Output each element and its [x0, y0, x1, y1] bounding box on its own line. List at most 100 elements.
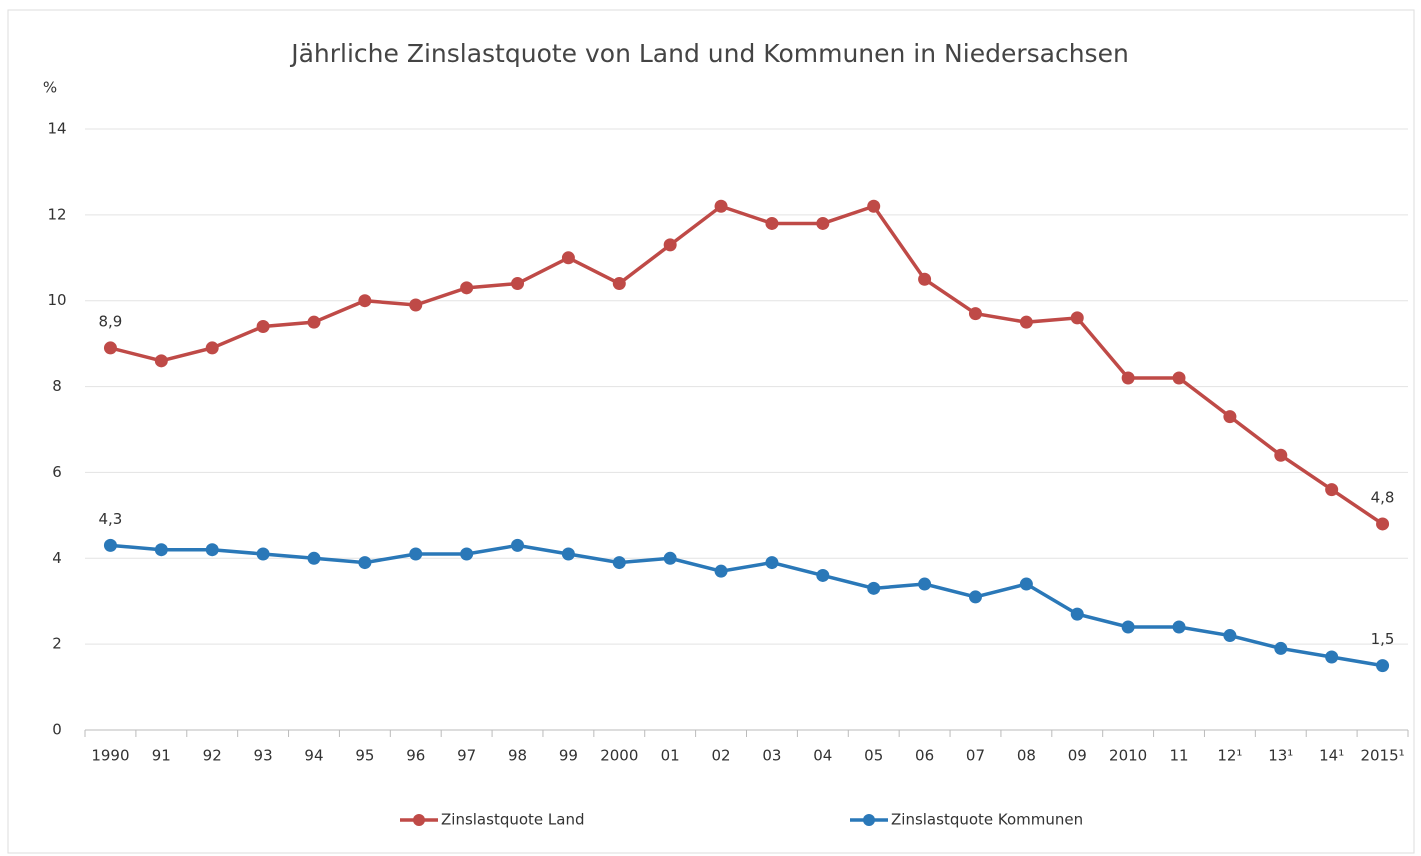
y-tick-label: 10	[47, 291, 66, 309]
x-tick-label: 2010	[1109, 747, 1147, 765]
data-point	[1121, 371, 1135, 385]
data-point	[460, 281, 474, 295]
legend-label: Zinslastquote Kommunen	[891, 811, 1083, 829]
x-tick-label: 08	[1017, 747, 1036, 765]
x-tick-label: 07	[966, 747, 985, 765]
data-point	[358, 294, 372, 308]
data-point	[918, 577, 932, 591]
data-point	[1121, 620, 1135, 634]
x-tick-label: 13¹	[1268, 747, 1293, 765]
y-tick-label: 2	[52, 635, 62, 653]
data-point	[612, 556, 626, 570]
data-point	[1325, 483, 1339, 497]
x-tick-label: 2000	[600, 747, 638, 765]
data-point	[1070, 311, 1084, 325]
data-label: 4,3	[99, 510, 123, 528]
x-tick-label: 04	[813, 747, 832, 765]
legend-marker	[413, 814, 425, 826]
y-tick-label: 8	[52, 377, 62, 395]
data-point	[765, 556, 779, 570]
data-point	[918, 272, 932, 286]
x-tick-label: 09	[1068, 747, 1087, 765]
x-tick-label: 12¹	[1217, 747, 1242, 765]
x-tick-label: 2015¹	[1360, 747, 1404, 765]
x-tick-label: 91	[152, 747, 171, 765]
data-point	[714, 564, 728, 578]
x-tick-label: 1990	[91, 747, 129, 765]
data-point	[1274, 641, 1288, 655]
chart-frame	[7, 9, 1415, 854]
data-point	[968, 590, 982, 604]
data-point	[154, 354, 168, 368]
legend-label: Zinslastquote Land	[441, 811, 584, 829]
data-point	[867, 199, 881, 213]
y-tick-label: 14	[47, 120, 66, 138]
x-tick-label: 02	[712, 747, 731, 765]
series-line	[110, 543, 1383, 668]
data-point	[1376, 659, 1390, 673]
data-point	[103, 341, 117, 355]
data-label: 4,8	[1371, 488, 1395, 506]
x-tick-label: 92	[203, 747, 222, 765]
data-point	[1325, 650, 1339, 664]
data-point	[409, 547, 423, 561]
data-point	[460, 547, 474, 561]
x-tick-label: 06	[915, 747, 934, 765]
data-point	[1172, 371, 1186, 385]
data-point	[307, 551, 321, 565]
x-tick-label: 14¹	[1319, 747, 1344, 765]
data-point	[765, 216, 779, 230]
x-tick-label: 03	[762, 747, 781, 765]
x-tick-label: 98	[508, 747, 527, 765]
data-label: 8,9	[99, 312, 123, 330]
x-tick-label: 96	[406, 747, 425, 765]
data-point	[511, 277, 525, 291]
data-point	[968, 307, 982, 321]
y-tick-label: 4	[52, 549, 62, 567]
data-point	[1172, 620, 1186, 634]
data-point	[1376, 517, 1390, 531]
legend-marker	[863, 814, 875, 826]
data-point	[1223, 629, 1237, 643]
data-point	[409, 298, 423, 312]
data-point	[1070, 607, 1084, 621]
data-label: 1,5	[1371, 630, 1395, 648]
y-tick-label: 6	[52, 463, 62, 481]
data-point	[816, 568, 830, 582]
data-point	[612, 277, 626, 291]
data-point	[205, 341, 219, 355]
data-point	[1019, 315, 1033, 329]
data-point	[154, 543, 168, 557]
x-tick-label: 99	[559, 747, 578, 765]
x-tick-label: 93	[254, 747, 273, 765]
data-point	[867, 581, 881, 595]
x-tick-label: 01	[661, 747, 680, 765]
data-point	[1274, 448, 1288, 462]
data-point	[663, 551, 677, 565]
data-point	[1019, 577, 1033, 591]
series-line	[110, 204, 1384, 526]
data-point	[561, 547, 575, 561]
data-point	[307, 315, 321, 329]
data-point	[561, 251, 575, 265]
data-point	[511, 538, 525, 552]
x-tick-label: 05	[864, 747, 883, 765]
x-tick-label: 11	[1169, 747, 1188, 765]
chart-title: Jährliche Zinslastquote von Land und Kom…	[289, 39, 1129, 68]
x-tick-label: 97	[457, 747, 476, 765]
data-point	[663, 238, 677, 252]
y-axis-label: %	[43, 79, 57, 97]
data-point	[103, 538, 117, 552]
data-point	[714, 199, 728, 213]
data-point	[256, 547, 270, 561]
data-point	[1223, 410, 1237, 424]
data-point	[256, 319, 270, 333]
data-point	[816, 216, 830, 230]
data-point	[205, 543, 219, 557]
x-tick-label: 94	[304, 747, 323, 765]
x-tick-label: 95	[355, 747, 374, 765]
data-point	[358, 556, 372, 570]
y-tick-label: 12	[47, 205, 66, 223]
